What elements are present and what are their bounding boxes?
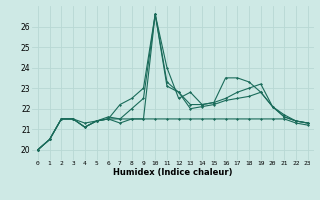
X-axis label: Humidex (Indice chaleur): Humidex (Indice chaleur) — [113, 168, 233, 177]
